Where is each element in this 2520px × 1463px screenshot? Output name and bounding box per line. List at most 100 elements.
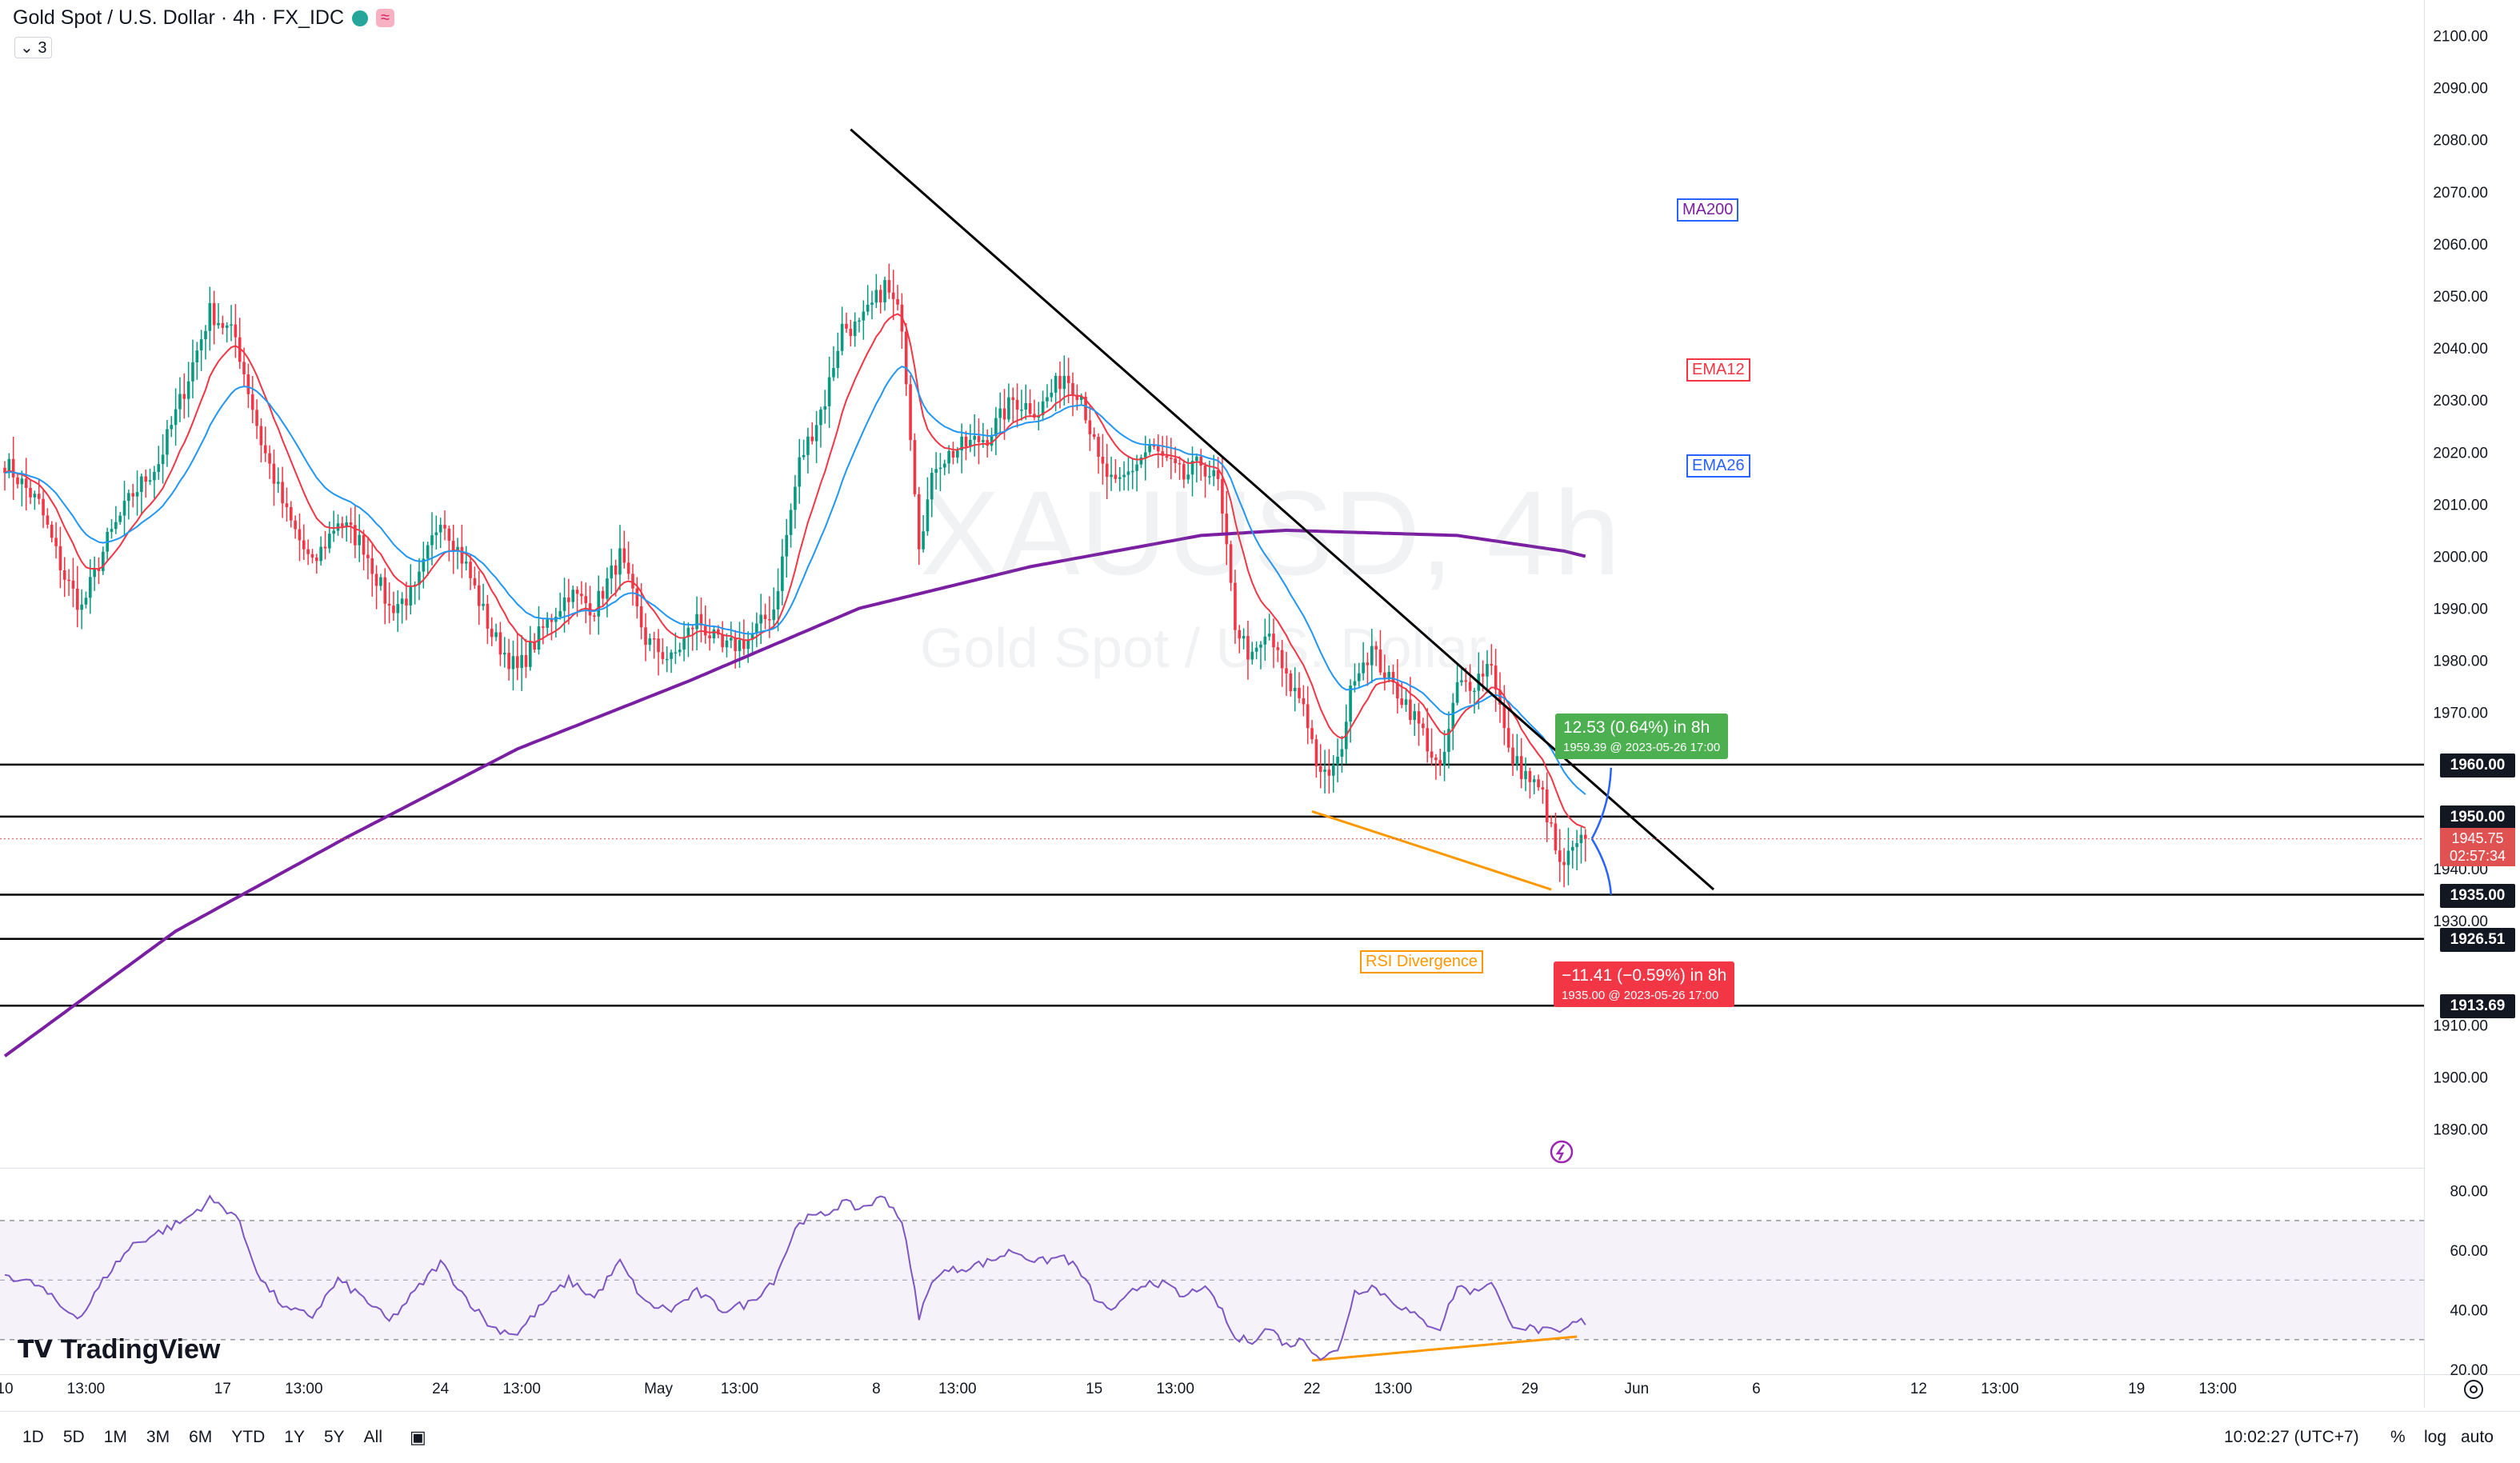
measure-up-box[interactable]: 12.53 (0.64%) in 8h 1959.39 @ 2023-05-26…: [1555, 714, 1729, 759]
chart-header: Gold Spot / U.S. Dollar · 4h · FX_IDC ≈: [13, 6, 395, 30]
candle-body: [593, 615, 596, 617]
price-tick-label: 1910.00: [2433, 1017, 2488, 1034]
candle-body: [802, 454, 806, 458]
price-tick-label: 2100.00: [2433, 29, 2488, 46]
candle-body: [776, 590, 780, 610]
candle-body: [542, 626, 545, 628]
candle-body: [1357, 673, 1361, 682]
settings-gear-icon[interactable]: [2464, 1380, 2483, 1399]
candle-body: [1267, 634, 1271, 637]
candle-body: [1468, 682, 1472, 691]
pane-separator: [0, 1168, 2424, 1169]
candle-body: [323, 546, 327, 549]
candle-body: [1387, 672, 1390, 680]
candle-body: [1084, 396, 1087, 421]
candle-body: [1139, 457, 1143, 465]
price-divergence-arrow[interactable]: [1311, 809, 1552, 891]
candle-body: [1494, 666, 1498, 690]
auto-toggle[interactable]: auto: [2461, 1428, 2494, 1446]
candle-body: [917, 494, 921, 550]
rsi-divergence-label[interactable]: RSI Divergence: [1360, 950, 1484, 973]
candle-body: [1254, 647, 1258, 652]
candle-body: [447, 528, 451, 542]
percent-toggle[interactable]: %: [2390, 1428, 2406, 1446]
timeframe-button-all[interactable]: All: [363, 1428, 382, 1446]
timeframe-button-ytd[interactable]: YTD: [231, 1428, 266, 1446]
candle-body: [1519, 756, 1523, 779]
candle-body: [601, 590, 605, 599]
ema12-label[interactable]: EMA12: [1686, 358, 1750, 382]
log-toggle[interactable]: log: [2424, 1428, 2447, 1446]
time-tick-label: 13:00: [502, 1381, 541, 1397]
candle-body: [310, 554, 314, 558]
timeframe-button-1d[interactable]: 1D: [22, 1428, 44, 1446]
data-badge[interactable]: ≈: [376, 9, 395, 27]
candle-body: [610, 565, 614, 579]
timeframe-button-3m[interactable]: 3M: [146, 1428, 170, 1446]
candle-body: [1250, 651, 1254, 660]
rsi-axis-ticks: 80.00 60.00 40.00 20.00: [2450, 1184, 2488, 1379]
symbol-title[interactable]: Gold Spot / U.S. Dollar · 4h · FX_IDC: [13, 6, 345, 29]
candle-body: [1234, 582, 1237, 630]
candle-body: [682, 637, 686, 650]
timeframe-button-5y[interactable]: 5Y: [323, 1428, 345, 1446]
timeframe-button-5d[interactable]: 5D: [62, 1428, 85, 1446]
time-tick-label: 13:00: [66, 1381, 106, 1397]
clock[interactable]: 10:02:27 (UTC+7): [2224, 1428, 2359, 1446]
indicators-toggle[interactable]: ⌄ 3: [14, 37, 53, 58]
candle-body: [1280, 650, 1284, 669]
candle-body: [1157, 446, 1160, 452]
candle-body: [464, 562, 468, 564]
tradingview-logo[interactable]: 𝗧𝗩 TradingView: [18, 1334, 220, 1365]
candle-body: [845, 323, 848, 329]
candle-body: [794, 486, 797, 510]
candle-body: [1426, 728, 1430, 752]
candle-body: [230, 324, 233, 326]
time-tick-label: 8: [872, 1381, 881, 1397]
alert-icon[interactable]: [1550, 1140, 1574, 1164]
date-range-icon[interactable]: ▣: [410, 1427, 426, 1447]
candle-body: [195, 350, 199, 363]
trendline[interactable]: [850, 128, 1714, 891]
candle-body: [1212, 470, 1216, 477]
candle-body: [725, 640, 729, 648]
candle-body: [298, 529, 302, 541]
candle-body: [434, 532, 438, 536]
timeframe-button-1m[interactable]: 1M: [103, 1428, 127, 1446]
candle-body: [580, 594, 583, 597]
candle-body: [1404, 699, 1408, 706]
watermark-name: Gold Spot / U.S. Dollar: [920, 617, 1487, 679]
candle-body: [806, 436, 810, 455]
candle-body: [422, 558, 426, 572]
ma200-label[interactable]: MA200: [1677, 198, 1739, 222]
rsi-divergence-arrow[interactable]: [1311, 1335, 1578, 1362]
candle-body: [789, 510, 793, 535]
candle-body: [276, 482, 280, 484]
candle-body: [934, 469, 938, 474]
level-price-tag: 1960.00: [2440, 753, 2515, 777]
candle-body: [524, 654, 528, 667]
candle-body: [1242, 636, 1246, 639]
candle-body: [426, 545, 430, 559]
candle-body: [225, 325, 229, 328]
candle-body: [362, 534, 366, 555]
bottom-toolbar: 1D 5D 1M 3M 6M YTD 1Y 5Y All ▣ 10:02:27 (UTC+7) …: [0, 1411, 2520, 1463]
candle-body: [186, 381, 190, 399]
projection-up-arrow[interactable]: [1590, 767, 1613, 840]
candle-body: [75, 588, 79, 610]
candle-body: [341, 523, 344, 527]
candle-body: [1374, 646, 1378, 650]
measure-down-box[interactable]: −11.41 (−0.59%) in 8h 1935.00 @ 2023-05-…: [1554, 961, 1735, 1007]
level-price-tag: 1913.69: [2440, 994, 2515, 1019]
timeframe-button-6m[interactable]: 6M: [189, 1428, 213, 1446]
projection-down-arrow[interactable]: [1590, 837, 1613, 895]
candle-body: [418, 571, 421, 586]
candle-body: [909, 384, 912, 441]
timeframe-button-1y[interactable]: 1Y: [284, 1428, 305, 1446]
ema26-label[interactable]: EMA26: [1686, 454, 1750, 478]
candle-body: [20, 478, 24, 485]
candle-body: [1024, 403, 1028, 410]
horizontal-levels[interactable]: [0, 763, 2424, 1007]
candle-body: [221, 322, 225, 328]
